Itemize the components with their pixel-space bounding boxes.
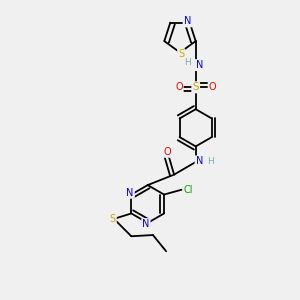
Text: N: N — [196, 60, 203, 70]
Text: N: N — [142, 219, 150, 229]
Text: Cl: Cl — [184, 185, 194, 195]
Text: S: S — [192, 82, 199, 92]
Text: N: N — [196, 156, 203, 167]
Text: N: N — [184, 16, 191, 26]
Text: H: H — [207, 157, 214, 166]
Text: S: S — [178, 49, 184, 59]
Text: O: O — [164, 147, 171, 157]
Text: H: H — [184, 58, 191, 67]
Text: O: O — [175, 82, 183, 92]
Text: N: N — [126, 188, 134, 198]
Text: S: S — [110, 214, 116, 224]
Text: O: O — [209, 82, 216, 92]
